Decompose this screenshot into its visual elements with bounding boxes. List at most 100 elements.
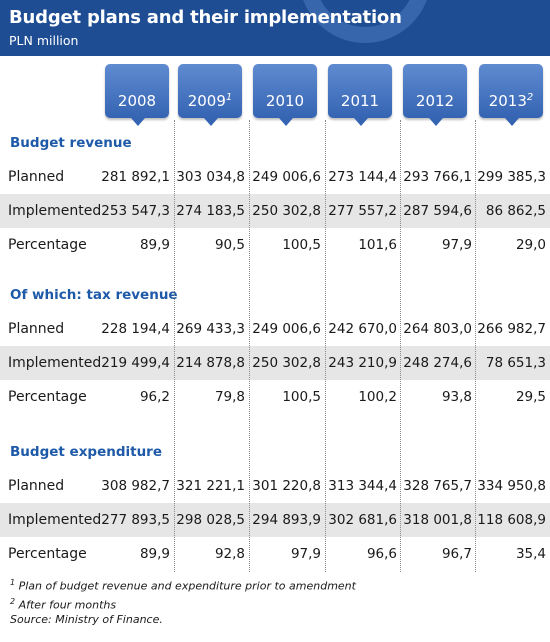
table-row: Planned 228 194,4 269 433,3 249 006,6 242 67…: [0, 312, 550, 346]
row-label: Planned: [8, 169, 65, 185]
table-cell: 35,4: [515, 546, 546, 562]
table-cell: 277 893,5: [101, 512, 170, 528]
row-label: Implemented: [8, 203, 102, 219]
column-divider-1: [174, 120, 175, 572]
header-banner: Budget plans and their implementation PL…: [0, 0, 550, 56]
column-divider-3: [325, 120, 326, 572]
table-cell: 101,6: [358, 237, 397, 253]
row-label: Planned: [8, 321, 65, 337]
table-cell: 250 302,8: [252, 355, 321, 371]
table-cell: 89,9: [139, 546, 170, 562]
table-cell: 100,5: [282, 389, 321, 405]
year-label: 2011: [340, 92, 380, 110]
footnote-2: 2 After four months: [10, 596, 117, 612]
row-label: Implemented: [8, 355, 102, 371]
year-header-2011: 2011: [328, 64, 392, 126]
table-row: Percentage 96,2 79,8 100,5 100,2 93,8 29,5: [0, 380, 550, 414]
table-cell: 79,8: [214, 389, 245, 405]
table-cell: 96,2: [139, 389, 170, 405]
table-cell: 100,5: [282, 237, 321, 253]
table-cell: 321 221,1: [176, 478, 245, 494]
table-cell: 269 433,3: [176, 321, 245, 337]
table-row: Implemented 277 893,5 298 028,5 294 893,9 30…: [0, 503, 550, 537]
page-subtitle: PLN million: [9, 33, 79, 48]
table-cell: 313 344,4: [328, 478, 397, 494]
table-cell: 303 034,8: [176, 169, 245, 185]
table-cell: 97,9: [290, 546, 321, 562]
table-cell: 100,2: [358, 389, 397, 405]
section-title: Budget revenue: [10, 135, 132, 151]
table-cell: 328 765,7: [403, 478, 472, 494]
year-label: 2009: [187, 92, 226, 110]
column-divider-2: [249, 120, 250, 572]
table-cell: 250 302,8: [252, 203, 321, 219]
table-cell: 78 651,3: [485, 355, 546, 371]
row-label: Planned: [8, 478, 65, 494]
year-footnote-mark: 2: [526, 92, 534, 103]
table-cell: 29,5: [515, 389, 546, 405]
table-cell: 334 950,8: [477, 478, 546, 494]
table-cell: 29,0: [515, 237, 546, 253]
table-cell: 249 006,6: [252, 169, 321, 185]
table-cell: 97,9: [441, 237, 472, 253]
footnotes: 1 Plan of budget revenue and expenditure…: [10, 575, 356, 627]
table-cell: 243 210,9: [328, 355, 397, 371]
year-label: 2013: [488, 92, 527, 110]
table-cell: 318 001,8: [403, 512, 472, 528]
table-row: Percentage 89,9 90,5 100,5 101,6 97,9 29,0: [0, 228, 550, 262]
table-cell: 242 670,0: [328, 321, 397, 337]
table-cell: 90,5: [214, 237, 245, 253]
column-divider-5: [475, 120, 476, 572]
table-cell: 249 006,6: [252, 321, 321, 337]
table-cell: 293 766,1: [403, 169, 472, 185]
table-cell: 228 194,4: [101, 321, 170, 337]
table-row: Implemented 219 499,4 214 878,8 250 302,8 24…: [0, 346, 550, 380]
table-cell: 96,6: [366, 546, 397, 562]
year-label: 2012: [415, 92, 455, 110]
column-divider-4: [400, 120, 401, 572]
table-row: Planned 281 892,1 303 034,8 249 006,6 273 14…: [0, 160, 550, 194]
footnote-source: Source: Ministry of Finance.: [10, 613, 163, 627]
table-cell: 301 220,8: [252, 478, 321, 494]
table-cell: 298 028,5: [176, 512, 245, 528]
year-header-2010: 2010: [253, 64, 317, 126]
table-cell: 264 803,0: [403, 321, 472, 337]
table-cell: 92,8: [214, 546, 245, 562]
year-header-2012: 2012: [403, 64, 467, 126]
section-title: Of which: tax revenue: [10, 287, 178, 303]
table-cell: 294 893,9: [252, 512, 321, 528]
table-cell: 274 183,5: [176, 203, 245, 219]
table-row: Implemented 253 547,3 274 183,5 250 302,8 27…: [0, 194, 550, 228]
table-cell: 253 547,3: [101, 203, 170, 219]
table-cell: 96,7: [441, 546, 472, 562]
row-label: Implemented: [8, 512, 102, 528]
table-row: Percentage 89,9 92,8 97,9 96,6 96,7 35,4: [0, 537, 550, 571]
year-label: 2008: [117, 92, 157, 110]
table-cell: 308 982,7: [101, 478, 170, 494]
table-cell: 302 681,6: [328, 512, 397, 528]
decorative-circle-icon: [303, 0, 427, 43]
year-header-2013: 20132: [479, 64, 543, 126]
table-cell: 214 878,8: [176, 355, 245, 371]
table-cell: 299 385,3: [477, 169, 546, 185]
year-header-2009: 20091: [178, 64, 242, 126]
page-title: Budget plans and their implementation: [9, 7, 402, 28]
table-cell: 273 144,4: [328, 169, 397, 185]
table-cell: 248 274,6: [403, 355, 472, 371]
table-cell: 219 499,4: [101, 355, 170, 371]
year-header-2008: 2008: [105, 64, 169, 126]
year-label: 2010: [265, 92, 305, 110]
table-cell: 89,9: [139, 237, 170, 253]
row-label: Percentage: [8, 546, 87, 562]
table-cell: 93,8: [441, 389, 472, 405]
table-cell: 118 608,9: [477, 512, 546, 528]
table-cell: 277 557,2: [328, 203, 397, 219]
table-cell: 281 892,1: [101, 169, 170, 185]
table-cell: 86 862,5: [485, 203, 546, 219]
footnote-1: 1 Plan of budget revenue and expenditure…: [10, 578, 356, 593]
section-title: Budget expenditure: [10, 444, 163, 460]
table-cell: 287 594,6: [403, 203, 472, 219]
table-row: Planned 308 982,7 321 221,1 301 220,8 313 34…: [0, 469, 550, 503]
year-footnote-mark: 1: [225, 92, 233, 103]
row-label: Percentage: [8, 237, 87, 253]
